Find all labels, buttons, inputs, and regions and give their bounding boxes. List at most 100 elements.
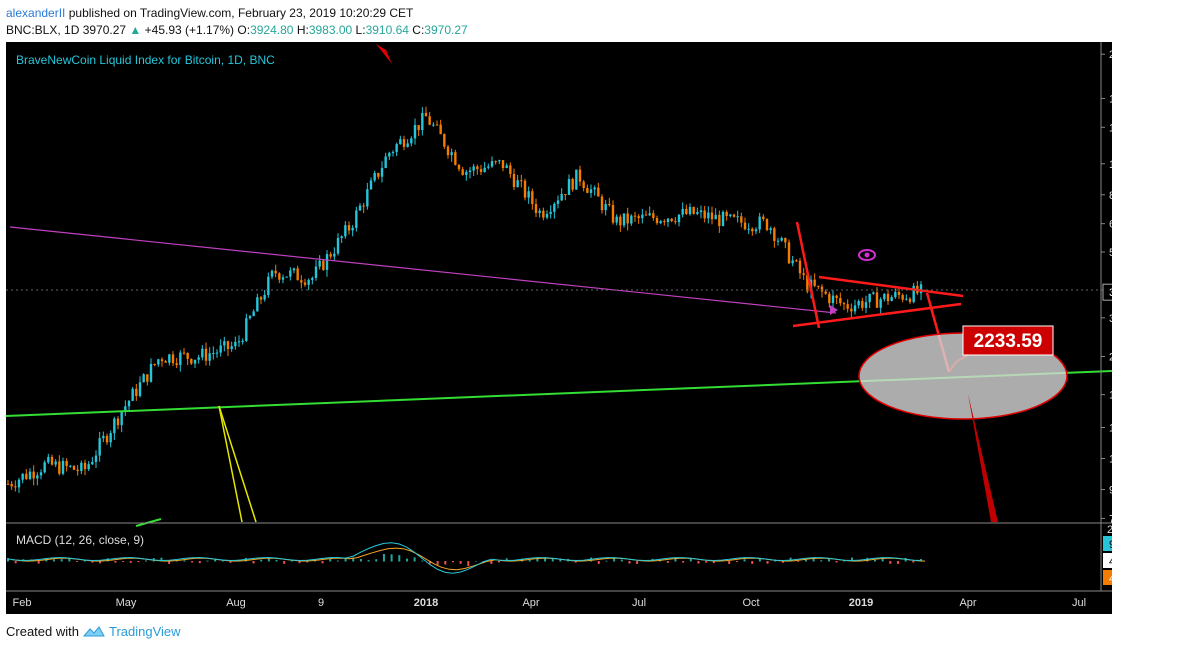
candle-body [157, 359, 160, 365]
candle-body [666, 218, 670, 223]
candle-body [380, 167, 384, 177]
candle-body [252, 311, 255, 317]
last-price-label: 3970.27 [1109, 287, 1112, 299]
candle-body [586, 187, 589, 193]
candle-body [729, 214, 732, 216]
candle-body [835, 295, 838, 298]
candle-body [769, 228, 772, 230]
macd-histogram-bar [705, 561, 708, 563]
candle-body [358, 205, 362, 211]
y-tick-label: 5300.00 [1109, 247, 1112, 259]
candle-body [91, 461, 94, 465]
macd-histogram-bar [505, 558, 508, 562]
wedge-upper-line[interactable] [818, 275, 964, 298]
y-tick-label: 2500.00 [1109, 351, 1112, 363]
candle-body [556, 200, 560, 204]
macd-histogram-bar [804, 559, 807, 562]
macd-histogram-bar [53, 559, 56, 562]
candle-body [758, 216, 761, 230]
candle-body [274, 270, 277, 274]
candle-body [6, 483, 10, 485]
candle-body [743, 222, 747, 230]
candle-body [637, 216, 640, 219]
low-value: 3910.64 [365, 23, 409, 37]
macd-histogram-bar [758, 558, 761, 562]
candle-body [223, 341, 226, 346]
x-tick-label: Apr [522, 597, 539, 609]
candle-body [674, 221, 677, 223]
macd-y-tick: 2500.0000 [1107, 524, 1112, 536]
candle-body [468, 170, 472, 173]
candle-body [373, 173, 376, 181]
macd-histogram-bar [881, 558, 884, 562]
candle-body [553, 203, 556, 212]
candle-body [498, 160, 501, 162]
macd-histogram-bar [306, 561, 309, 563]
candle-body [256, 297, 259, 312]
candle-body [113, 418, 116, 434]
macd-histogram-bar [221, 560, 224, 562]
candle-body [355, 210, 358, 228]
candle-body [732, 214, 736, 217]
candle-body [289, 270, 292, 277]
x-tick-label: Feb [13, 597, 32, 609]
candles [6, 106, 923, 493]
candle-body [369, 180, 373, 190]
magenta-trendline[interactable] [9, 226, 837, 314]
candle-body [622, 213, 626, 226]
close-label: C: [412, 23, 425, 37]
wedge-lower-line[interactable] [792, 302, 962, 328]
yellow-fan-line-1 [218, 405, 243, 523]
candle-body [65, 460, 68, 467]
candle-body [872, 292, 875, 294]
candle-body [824, 291, 827, 294]
candle-body [831, 295, 835, 304]
yellow-fan-line-2 [218, 405, 257, 523]
candle-body [432, 124, 435, 126]
candle-body [644, 214, 648, 216]
candle-body [780, 238, 783, 241]
magenta-trend-arrowhead [830, 305, 838, 315]
candle-body [765, 219, 769, 230]
tradingview-brand[interactable]: TradingView [108, 624, 181, 639]
candle-body [197, 357, 200, 360]
candle-body [237, 341, 241, 343]
candle-body [50, 456, 54, 465]
top-red-arrow [376, 44, 392, 64]
candle-body [329, 254, 332, 257]
macd-histogram-bar [413, 557, 416, 562]
candle-body [285, 276, 288, 278]
publish-info: alexanderII published on TradingView.com… [6, 6, 413, 20]
candle-body [245, 318, 248, 341]
macd-histogram-bar [191, 561, 194, 563]
candle-body [384, 156, 387, 168]
candle-body [853, 305, 857, 312]
candle-body [219, 345, 222, 353]
candle-body [391, 151, 395, 153]
chart-area[interactable]: 2233.59 22000.00 16000.00 13000.00 10000.00… [5, 42, 1159, 614]
candle-body [593, 187, 596, 190]
candle-body [443, 134, 446, 147]
candle-body [483, 167, 486, 172]
wedge-drop-line [795, 221, 821, 329]
author-link[interactable]: alexanderII [6, 6, 66, 20]
candle-body [560, 194, 563, 201]
candle-body [395, 144, 398, 152]
y-tick-label: 22000.00 [1109, 49, 1112, 61]
candle-body [377, 173, 380, 177]
candle-body [300, 280, 303, 283]
candle-body [47, 456, 50, 463]
macd-histogram-bar [260, 559, 263, 562]
candle-body [399, 139, 402, 145]
candle-body [344, 225, 347, 237]
macd-histogram-bar [689, 558, 692, 562]
candle-body [76, 469, 79, 472]
price-chart-svg[interactable]: 2233.59 22000.00 16000.00 13000.00 10000.00… [5, 42, 1159, 614]
candle-body [710, 212, 714, 220]
x-tick-label: May [116, 597, 137, 609]
candle-body [362, 205, 365, 207]
candle-body [619, 216, 622, 226]
candle-body [43, 462, 46, 473]
candle-body [912, 285, 915, 303]
macd-histogram-bar [444, 561, 447, 565]
